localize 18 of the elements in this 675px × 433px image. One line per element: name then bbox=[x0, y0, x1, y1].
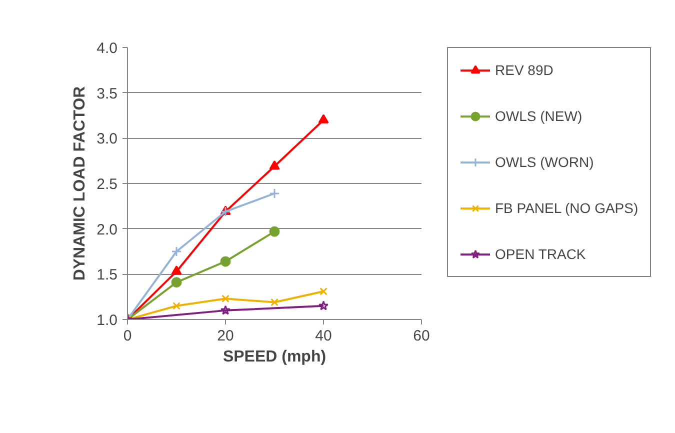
y-tick-label: 1.5 bbox=[96, 266, 118, 284]
legend-label: REV 89D bbox=[495, 62, 554, 78]
legend-label: FB PANEL (NO GAPS) bbox=[495, 200, 638, 216]
x-axis-title: SPEED (mph) bbox=[222, 348, 326, 366]
y-tick-label: 3.5 bbox=[96, 85, 118, 102]
x-tick-label: 60 bbox=[413, 328, 430, 344]
legend-label: OWLS (NEW) bbox=[495, 108, 582, 124]
y-tick-label: 4.0 bbox=[96, 40, 118, 57]
y-tick-label: 1.0 bbox=[96, 312, 118, 329]
legend-label: OWLS (WORN) bbox=[495, 154, 594, 170]
x-tick-label: 20 bbox=[217, 328, 234, 344]
y-tick-label: 2.0 bbox=[96, 221, 118, 238]
y-tick-label: 2.5 bbox=[96, 176, 118, 193]
x-tick-label: 40 bbox=[315, 328, 332, 344]
y-axis-title: DYNAMIC LOAD FACTOR bbox=[72, 86, 89, 281]
legend-label: OPEN TRACK bbox=[495, 246, 586, 262]
x-tick-label: 0 bbox=[123, 328, 132, 344]
y-tick-label: 3.0 bbox=[96, 130, 118, 148]
